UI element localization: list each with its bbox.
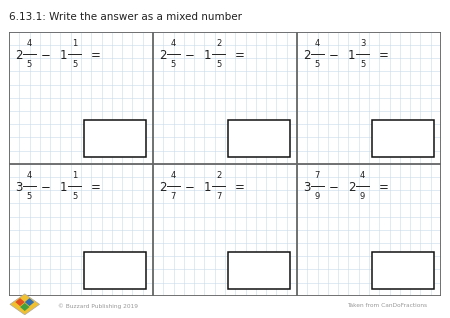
- Text: 1: 1: [348, 49, 356, 62]
- Text: 5: 5: [171, 60, 176, 69]
- Text: =: =: [235, 181, 245, 194]
- FancyBboxPatch shape: [372, 252, 434, 289]
- Text: 5: 5: [27, 60, 32, 69]
- FancyBboxPatch shape: [372, 120, 434, 157]
- Text: 5: 5: [216, 60, 221, 69]
- Text: 7: 7: [216, 192, 221, 201]
- Text: −: −: [329, 181, 339, 194]
- Text: 4: 4: [360, 171, 365, 180]
- Text: −: −: [185, 181, 195, 194]
- Text: =: =: [235, 49, 245, 62]
- Text: 3: 3: [303, 181, 310, 194]
- Text: 5: 5: [27, 192, 32, 201]
- Text: 4: 4: [27, 39, 32, 48]
- Text: =: =: [91, 181, 101, 194]
- Text: 7: 7: [171, 192, 176, 201]
- Text: −: −: [329, 49, 339, 62]
- Text: 4: 4: [27, 171, 32, 180]
- Text: 1: 1: [204, 181, 212, 194]
- Polygon shape: [15, 298, 25, 306]
- Text: 1: 1: [60, 49, 68, 62]
- Text: =: =: [379, 181, 389, 194]
- Text: 5: 5: [72, 192, 77, 201]
- Text: 2: 2: [216, 171, 221, 180]
- Text: 4: 4: [315, 39, 320, 48]
- Text: © Buzzard Publishing 2019: © Buzzard Publishing 2019: [58, 303, 139, 308]
- Text: Taken from CanDoFractions: Taken from CanDoFractions: [347, 303, 428, 308]
- Text: 9: 9: [360, 192, 365, 201]
- Text: 3: 3: [360, 39, 365, 48]
- Text: 7: 7: [315, 171, 320, 180]
- Text: 6.13.1: Write the answer as a mixed number: 6.13.1: Write the answer as a mixed numb…: [9, 12, 242, 23]
- Text: 1: 1: [72, 171, 77, 180]
- Text: =: =: [379, 49, 389, 62]
- Text: 2: 2: [159, 49, 166, 62]
- Text: 4: 4: [171, 39, 176, 48]
- FancyBboxPatch shape: [84, 252, 146, 289]
- Text: =: =: [91, 49, 101, 62]
- Text: −: −: [185, 49, 195, 62]
- Text: 1: 1: [72, 39, 77, 48]
- Polygon shape: [20, 303, 30, 311]
- Text: 2: 2: [348, 181, 356, 194]
- Text: 3: 3: [15, 181, 22, 194]
- Text: 5: 5: [360, 60, 365, 69]
- Text: 1: 1: [204, 49, 212, 62]
- FancyBboxPatch shape: [228, 120, 290, 157]
- Text: 9: 9: [315, 192, 320, 201]
- Text: 5: 5: [315, 60, 320, 69]
- FancyBboxPatch shape: [228, 252, 290, 289]
- Text: 1: 1: [60, 181, 68, 194]
- Text: 2: 2: [216, 39, 221, 48]
- Polygon shape: [25, 298, 34, 306]
- Polygon shape: [10, 294, 40, 315]
- Text: 4: 4: [171, 171, 176, 180]
- Text: 2: 2: [159, 181, 166, 194]
- Text: −: −: [41, 49, 51, 62]
- Text: 5: 5: [72, 60, 77, 69]
- FancyBboxPatch shape: [84, 120, 146, 157]
- Text: −: −: [41, 181, 51, 194]
- Text: 2: 2: [303, 49, 310, 62]
- Text: 2: 2: [15, 49, 22, 62]
